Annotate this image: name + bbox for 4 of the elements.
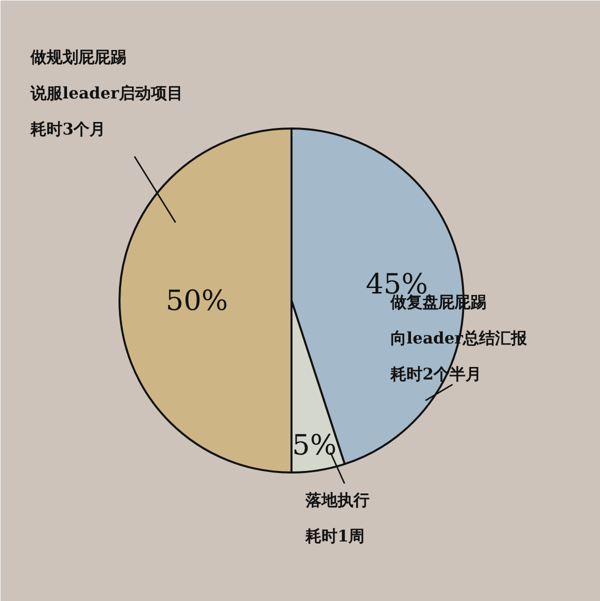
slice-label: 做规划屁屁踢说服leader启动项目耗时3个月 <box>30 48 183 138</box>
slice-label: 落地执行耗时1周 <box>304 490 370 546</box>
data-label: 50% <box>166 284 228 317</box>
data-label: 5% <box>292 428 337 462</box>
